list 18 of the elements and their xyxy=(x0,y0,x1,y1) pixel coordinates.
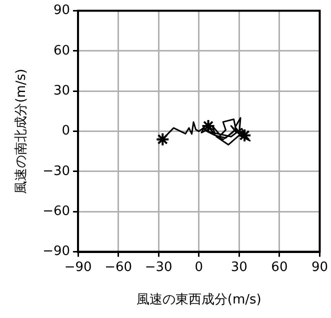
y-tick-label: −30 xyxy=(42,164,70,179)
y-axis-title: 風速の南北成分(m/s) xyxy=(14,68,30,194)
point xyxy=(201,118,216,133)
y-tick-label: −60 xyxy=(42,204,70,220)
x-tick-label: −60 xyxy=(104,260,132,275)
x-tick-label: −90 xyxy=(64,260,92,275)
y-tick-label: 90 xyxy=(53,3,70,18)
y-tick-label: −90 xyxy=(42,244,70,260)
x-tick-label: 0 xyxy=(194,260,204,275)
x-tick-label: −30 xyxy=(144,260,172,275)
point xyxy=(238,128,252,142)
y-tick-label: 0 xyxy=(62,124,70,139)
x-tick-label: 60 xyxy=(271,260,288,275)
x-axis-title: 風速の東西成分(m/s) xyxy=(136,292,262,308)
y-tick-label: 30 xyxy=(53,84,70,99)
x-tick-label: 30 xyxy=(230,260,248,275)
x-tick-label: 90 xyxy=(311,260,328,275)
y-tick-label: 60 xyxy=(53,43,70,58)
